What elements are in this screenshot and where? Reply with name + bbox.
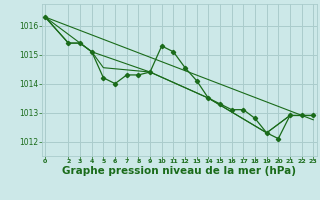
X-axis label: Graphe pression niveau de la mer (hPa): Graphe pression niveau de la mer (hPa) xyxy=(62,166,296,176)
